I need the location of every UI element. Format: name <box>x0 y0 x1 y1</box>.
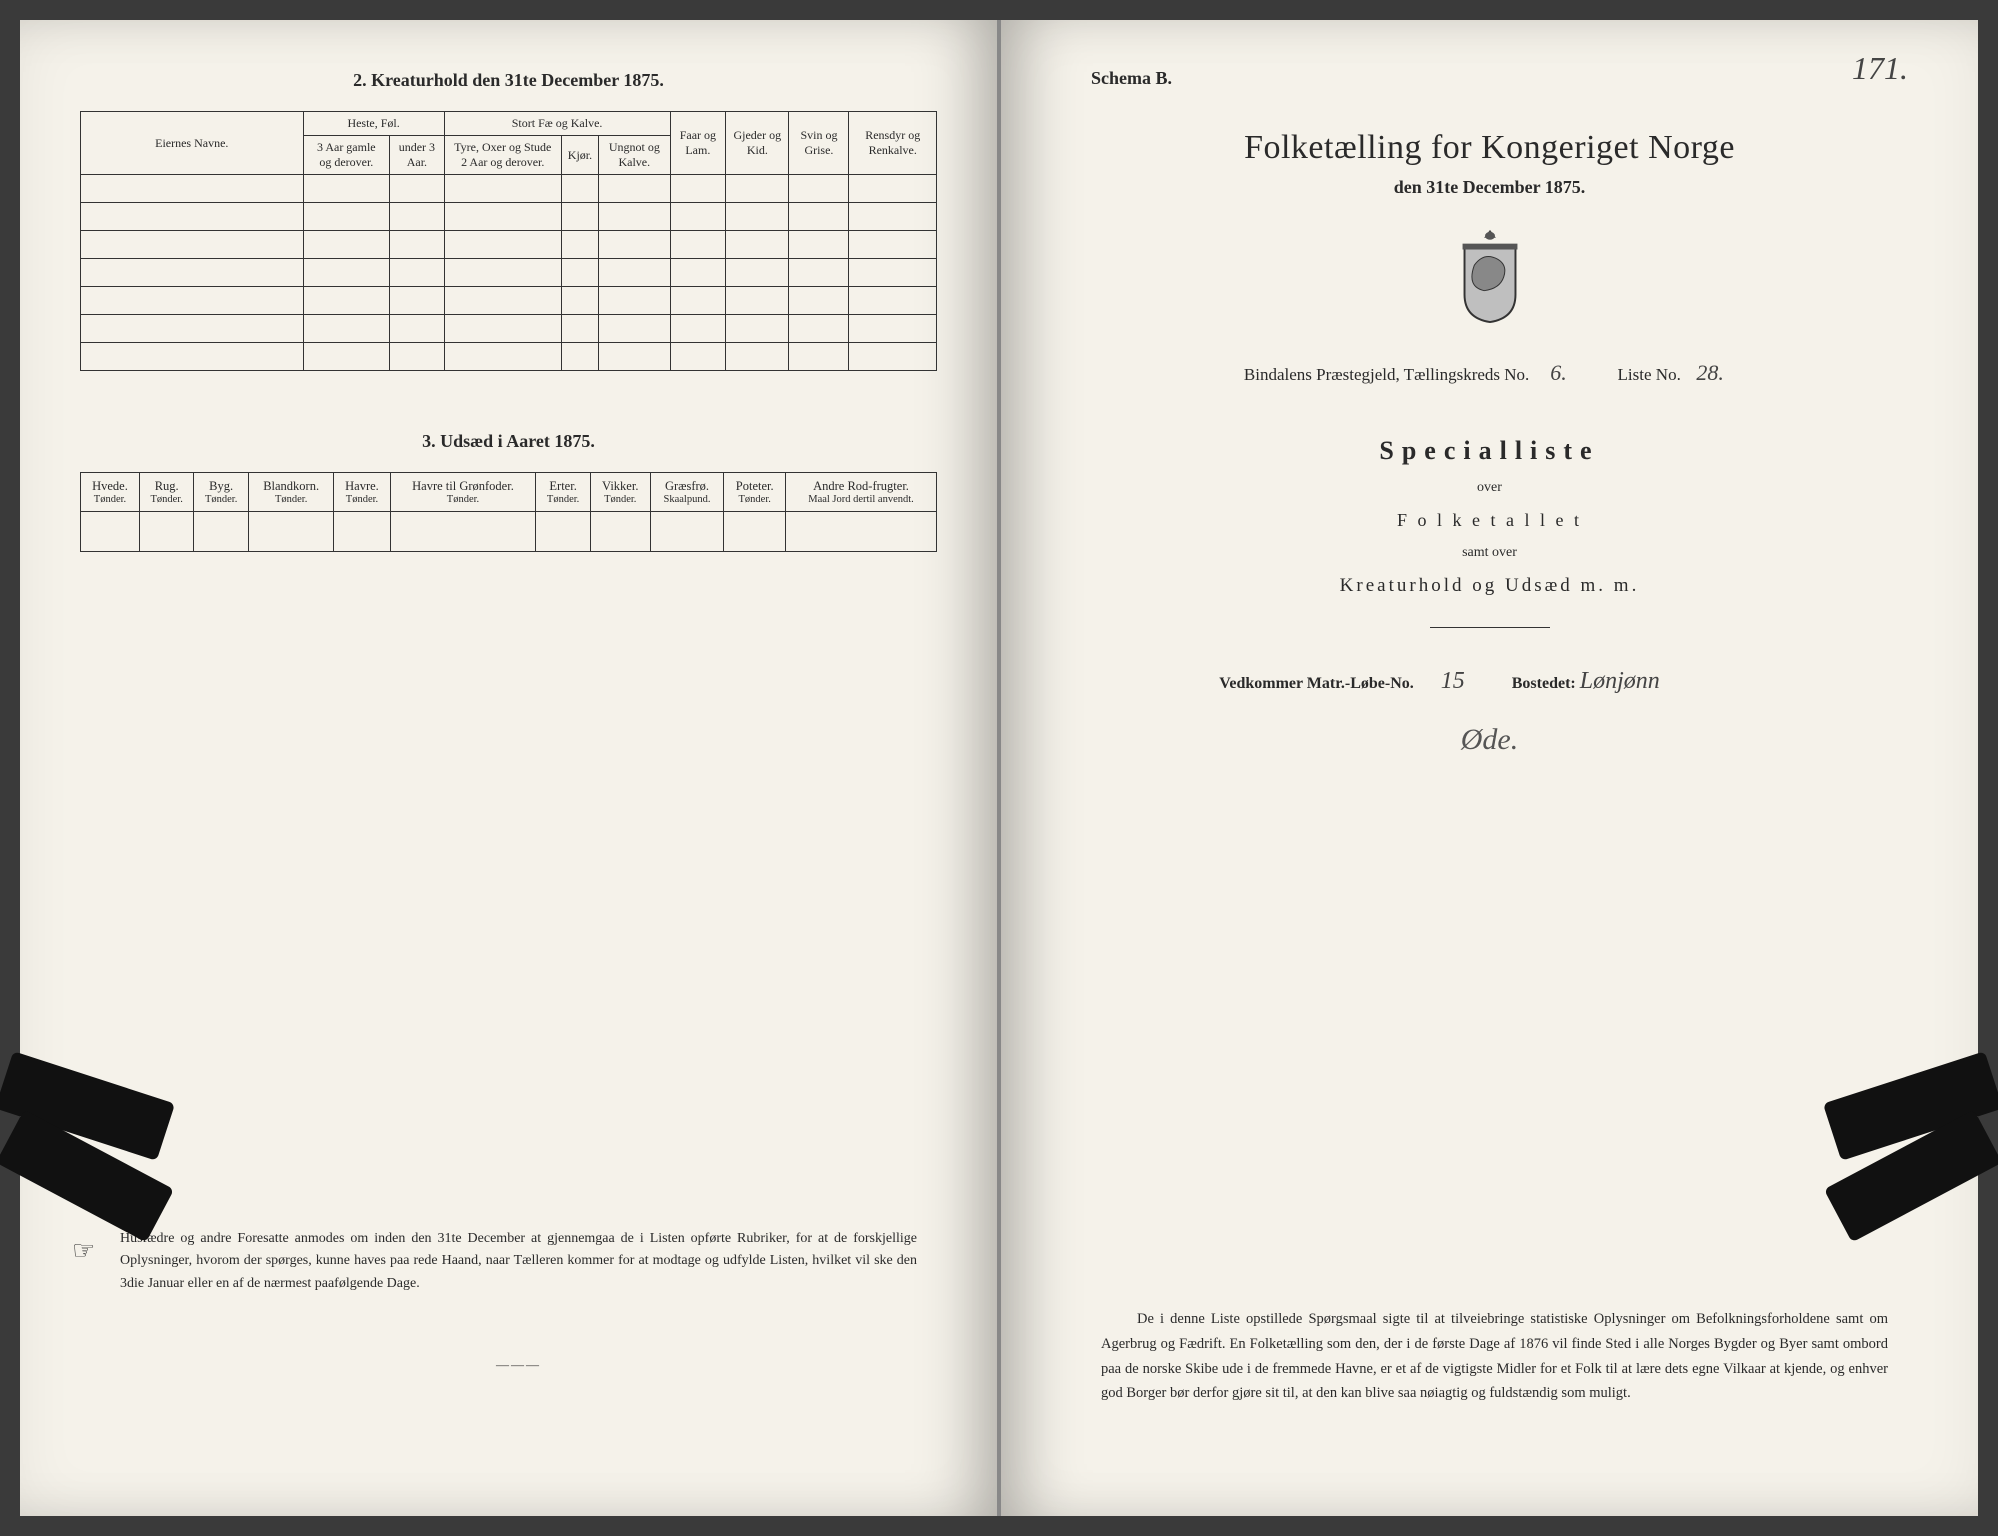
specialliste-heading: Specialliste <box>1061 436 1918 466</box>
kreds-prefix: Bindalens Præstegjeld, Tællingskreds No. <box>1244 365 1529 384</box>
right-footnote: De i denne Liste opstillede Spørgsmaal s… <box>1101 1307 1888 1406</box>
unit: Tønder. <box>198 494 243 505</box>
col-stort-c: Ungnot og Kalve. <box>599 136 670 175</box>
unit: Tønder. <box>540 494 585 505</box>
label: Vikker. <box>595 479 646 494</box>
table-row <box>81 315 937 343</box>
table-row <box>81 231 937 259</box>
col-havre: Havre. Tønder. <box>334 473 390 512</box>
unit: Tønder. <box>144 494 189 505</box>
table-row <box>81 343 937 371</box>
col-owner: Eiernes Navne. <box>81 112 304 175</box>
col-faar: Faar og Lam. <box>670 112 726 175</box>
census-subtitle: den 31te December 1875. <box>1061 177 1918 198</box>
unit: Tønder. <box>728 494 781 505</box>
table-row <box>81 175 937 203</box>
col-gjeder: Gjeder og Kid. <box>726 112 789 175</box>
label: Byg. <box>198 479 243 494</box>
samtover-label: samt over <box>1061 545 1918 561</box>
udsaed-table: Hvede. Tønder. Rug. Tønder. Byg. Tønder.… <box>80 472 937 552</box>
folketallet-label: F o l k e t a l l e t <box>1061 510 1918 531</box>
unit: Tønder. <box>253 494 329 505</box>
book-spread: 2. Kreaturhold den 31te December 1875. E… <box>20 20 1978 1516</box>
kreaturhold-udsaed-label: Kreaturhold og Udsæd m. m. <box>1061 575 1918 597</box>
label: Hvede. <box>85 479 135 494</box>
left-page: 2. Kreaturhold den 31te December 1875. E… <box>20 20 999 1516</box>
kreaturhold-table: Eiernes Navne. Heste, Føl. Stort Fæ og K… <box>80 111 937 371</box>
liste-no: 28. <box>1685 360 1735 386</box>
kreds-line: Bindalens Præstegjeld, Tællingskreds No.… <box>1061 360 1918 386</box>
label: Græsfrø. <box>655 479 720 494</box>
unit: Tønder. <box>85 494 135 505</box>
col-stort: Stort Fæ og Kalve. <box>444 112 670 136</box>
col-blandkorn: Blandkorn. Tønder. <box>248 473 333 512</box>
table-row <box>81 259 937 287</box>
footnote-text: Husfædre og andre Foresatte anmodes om i… <box>120 1231 917 1291</box>
pointing-hand-icon: ☞ <box>72 1230 95 1272</box>
col-heste: Heste, Føl. <box>303 112 444 136</box>
kreds-no: 6. <box>1534 360 1584 386</box>
bostedet-label: Bostedet: <box>1512 675 1576 692</box>
label: Rug. <box>144 479 189 494</box>
col-hvede: Hvede. Tønder. <box>81 473 140 512</box>
col-andre: Andre Rod-frugter. Maal Jord dertil anve… <box>786 473 937 512</box>
dash-rule: ——— <box>120 1355 917 1376</box>
unit: Tønder. <box>338 494 385 505</box>
col-stort-a: Tyre, Oxer og Stude 2 Aar og derover. <box>444 136 561 175</box>
table-row <box>81 203 937 231</box>
label: Poteter. <box>728 479 781 494</box>
left-footnote: ☞ Husfædre og andre Foresatte anmodes om… <box>120 1228 917 1376</box>
col-heste-a: 3 Aar gamle og derover. <box>303 136 390 175</box>
col-svin: Svin og Grise. <box>789 112 849 175</box>
unit: Tønder. <box>595 494 646 505</box>
col-stort-b: Kjør. <box>561 136 598 175</box>
col-rensdyr: Rensdyr og Renkalve. <box>849 112 937 175</box>
section3-title: 3. Udsæd i Aaret 1875. <box>80 431 937 452</box>
schema-label: Schema B. <box>1091 68 1918 89</box>
col-havre-gron: Havre til Grønfoder. Tønder. <box>390 473 536 512</box>
page-number: 171. <box>1852 50 1908 87</box>
label: Havre. <box>338 479 385 494</box>
label: Havre til Grønfoder. <box>395 479 532 494</box>
census-title: Folketælling for Kongeriget Norge <box>1061 129 1918 167</box>
unit: Tønder. <box>395 494 532 505</box>
col-graesfro: Græsfrø. Skaalpund. <box>650 473 724 512</box>
label: Andre Rod-frugter. <box>790 479 932 494</box>
vedkommer-line: Vedkommer Matr.-Løbe-No. 15 Bostedet: Lø… <box>1061 668 1918 695</box>
unit: Skaalpund. <box>655 494 720 505</box>
table-row <box>81 287 937 315</box>
liste-label: Liste No. <box>1618 365 1681 384</box>
col-erter: Erter. Tønder. <box>536 473 590 512</box>
over-label: over <box>1061 480 1918 496</box>
bostedet-value: Lønjønn <box>1580 668 1760 695</box>
matr-no: 15 <box>1418 668 1488 695</box>
col-heste-b: under 3 Aar. <box>390 136 445 175</box>
right-page: Schema B. 171. Folketælling for Kongerig… <box>999 20 1978 1516</box>
unit: Maal Jord dertil anvendt. <box>790 494 932 505</box>
vedkommer-prefix: Vedkommer Matr.-Løbe-No. <box>1219 675 1414 692</box>
divider <box>1430 627 1550 628</box>
coat-of-arms-icon <box>1450 226 1530 324</box>
col-rug: Rug. Tønder. <box>139 473 193 512</box>
label: Erter. <box>540 479 585 494</box>
col-byg: Byg. Tønder. <box>194 473 248 512</box>
label: Blandkorn. <box>253 479 329 494</box>
handwritten-note: Øde. <box>1061 723 1918 757</box>
col-poteter: Poteter. Tønder. <box>724 473 786 512</box>
section2-title: 2. Kreaturhold den 31te December 1875. <box>80 70 937 91</box>
col-vikker: Vikker. Tønder. <box>590 473 650 512</box>
table-row <box>81 512 937 552</box>
